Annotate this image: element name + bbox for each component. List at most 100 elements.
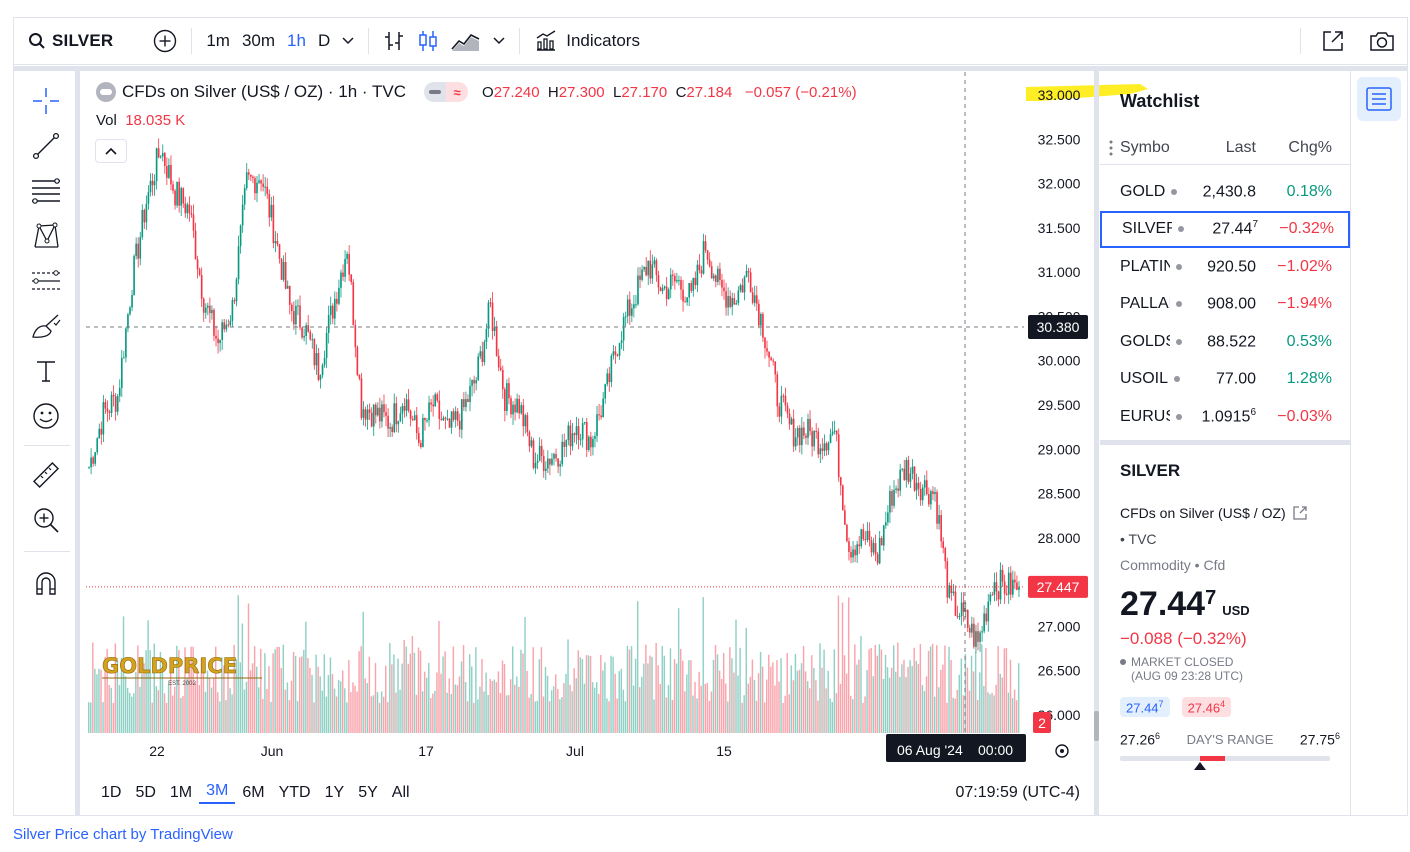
magnet-tool[interactable]	[28, 565, 64, 601]
brush-tool[interactable]	[28, 308, 64, 344]
fib-retracement-tool[interactable]	[28, 173, 64, 209]
watchlist-header: Symbo Last Chg%	[1100, 131, 1350, 165]
range-6m[interactable]: 6M	[242, 784, 265, 801]
watchlist-row-usoil[interactable]: USOIL 77.00 1.28%	[1100, 361, 1350, 398]
candles-icon	[419, 31, 437, 51]
row-last: 88.522	[1207, 333, 1256, 351]
bars-style-button[interactable]	[377, 18, 411, 64]
status-dot-icon	[1176, 301, 1182, 307]
text-tool[interactable]	[28, 353, 64, 389]
row-symbol: USOIL	[1120, 370, 1169, 387]
market-status: MARKET CLOSED	[1131, 655, 1234, 669]
interval-1h[interactable]: 1h	[287, 31, 306, 50]
trend-line-icon	[32, 132, 60, 160]
watchlist-separator	[1100, 440, 1350, 445]
compare-button[interactable]	[147, 18, 183, 64]
row-symbol: SILVER	[1122, 220, 1172, 237]
panel-divider[interactable]	[1094, 71, 1099, 816]
watchlist-row-platin[interactable]: PLATIN 920.50 −1.02%	[1100, 248, 1350, 285]
row-last: 920.50	[1207, 258, 1256, 276]
pattern-tool[interactable]	[28, 218, 64, 254]
range-low: 27.266	[1120, 731, 1161, 748]
forecast-tool[interactable]	[28, 263, 64, 299]
chevron-down-icon	[342, 37, 354, 45]
range-5d[interactable]: 5D	[135, 784, 156, 801]
interval-d[interactable]: D	[317, 31, 331, 50]
legend-title: CFDs on Silver (US$ / OZ) · 1h · TVC	[122, 82, 407, 101]
area-chart-icon	[451, 33, 480, 51]
status-dot-icon	[1176, 338, 1182, 345]
open-new-window-button[interactable]	[1309, 18, 1357, 64]
header-symbol[interactable]: Symbo	[1120, 138, 1170, 156]
watchlist-row-eurus[interactable]: EURUS 1.09156 −0.03%	[1100, 398, 1350, 435]
clock-timezone[interactable]: 07:19:59 (UTC-4)	[955, 784, 1081, 801]
range-3m[interactable]: 3M	[199, 782, 236, 804]
collapse-legend-button[interactable]	[95, 139, 127, 163]
footer-attribution-link[interactable]: Silver Price chart by TradingView	[13, 826, 233, 843]
area-style-button[interactable]	[445, 18, 487, 64]
detail-change: −0.088 (−0.32%)	[1120, 629, 1247, 648]
forecast-icon	[32, 270, 60, 290]
detail-exchange: • TVC	[1120, 531, 1157, 547]
snapshot-button[interactable]	[1357, 18, 1407, 64]
chart-type-dropdown[interactable]	[487, 18, 511, 64]
detail-price: 27.44	[1120, 585, 1206, 623]
interval-1m[interactable]: 1m	[206, 31, 230, 50]
emoji-tool[interactable]	[28, 398, 64, 434]
trend-line-tool[interactable]	[28, 128, 64, 164]
header-last[interactable]: Last	[1225, 138, 1256, 156]
range-1d[interactable]: 1D	[101, 784, 122, 801]
watchlist-title: Watchlist	[1120, 91, 1200, 111]
smiley-icon	[33, 403, 59, 429]
range-ytd[interactable]: YTD	[278, 784, 311, 801]
plus-circle-icon	[154, 29, 177, 53]
watchlist-row-pallad[interactable]: PALLAD 908.00 −1.94%	[1100, 286, 1350, 323]
watchlist-row-golds[interactable]: GOLDS 88.522 0.53%	[1100, 323, 1350, 360]
indicators-button[interactable]: Indicators	[528, 18, 646, 64]
crosshair-tool[interactable]	[28, 83, 64, 119]
legend-open: 27.240	[493, 83, 540, 101]
watchlist-toggle-button[interactable]	[1357, 77, 1401, 121]
range-5y[interactable]: 5Y	[358, 784, 378, 801]
zoom-in-icon	[34, 508, 59, 533]
header-chg[interactable]: Chg%	[1288, 138, 1332, 156]
toolbar-divider	[368, 28, 370, 54]
range-1m[interactable]: 1M	[169, 784, 193, 801]
row-change: −0.32%	[1279, 220, 1334, 237]
interval-30m[interactable]: 30m	[241, 31, 276, 50]
row-symbol: GOLDS	[1120, 332, 1170, 350]
detail-name[interactable]: CFDs on Silver (US$ / OZ)	[1120, 505, 1286, 521]
external-link-icon[interactable]	[1292, 505, 1308, 521]
legend-ohlc: O27.240 H27.300 L27.170 C27.184 −0.057 (…	[482, 83, 857, 101]
range-1y[interactable]: 1Y	[324, 784, 345, 801]
pattern-icon	[34, 222, 59, 248]
status-dot-icon	[1176, 413, 1182, 420]
detail-currency: USD	[1222, 603, 1250, 618]
candles-style-button[interactable]	[411, 18, 445, 64]
top-toolbar: SILVER 1m 30m 1h D Indicators	[14, 18, 1407, 65]
measure-tool[interactable]	[28, 457, 64, 493]
market-status-time: (AUG 09 23:28 UTC)	[1131, 669, 1244, 683]
drag-handle-icon[interactable]	[1108, 139, 1114, 157]
detail-price-sup: 7	[1205, 587, 1217, 609]
range-high: 27.756	[1299, 731, 1340, 748]
tool-divider	[24, 445, 70, 446]
symbol-search[interactable]: SILVER	[14, 18, 119, 64]
legend-low: 27.170	[621, 83, 668, 101]
legend-pill[interactable]: ≈	[424, 82, 469, 102]
toolbar-divider	[519, 28, 521, 54]
interval-dropdown[interactable]	[336, 18, 360, 64]
minus-icon	[424, 82, 447, 102]
toolbar-divider	[1300, 28, 1301, 54]
status-dot-icon	[1176, 263, 1182, 270]
row-last: 27.447	[1212, 219, 1258, 238]
zoom-tool[interactable]	[28, 502, 64, 538]
watchlist-row-silver[interactable]: SILVER 27.447 −0.32%	[1100, 210, 1350, 248]
watchlist-row-gold[interactable]: GOLD 2,430.8 0.18%	[1100, 173, 1350, 210]
fib-lines-icon	[32, 178, 60, 204]
legend-high: 27.300	[558, 83, 605, 101]
range-all[interactable]: All	[391, 784, 410, 801]
range-marker-icon	[1194, 761, 1206, 770]
approx-icon: ≈	[446, 82, 469, 102]
status-dot-icon	[1120, 659, 1126, 665]
